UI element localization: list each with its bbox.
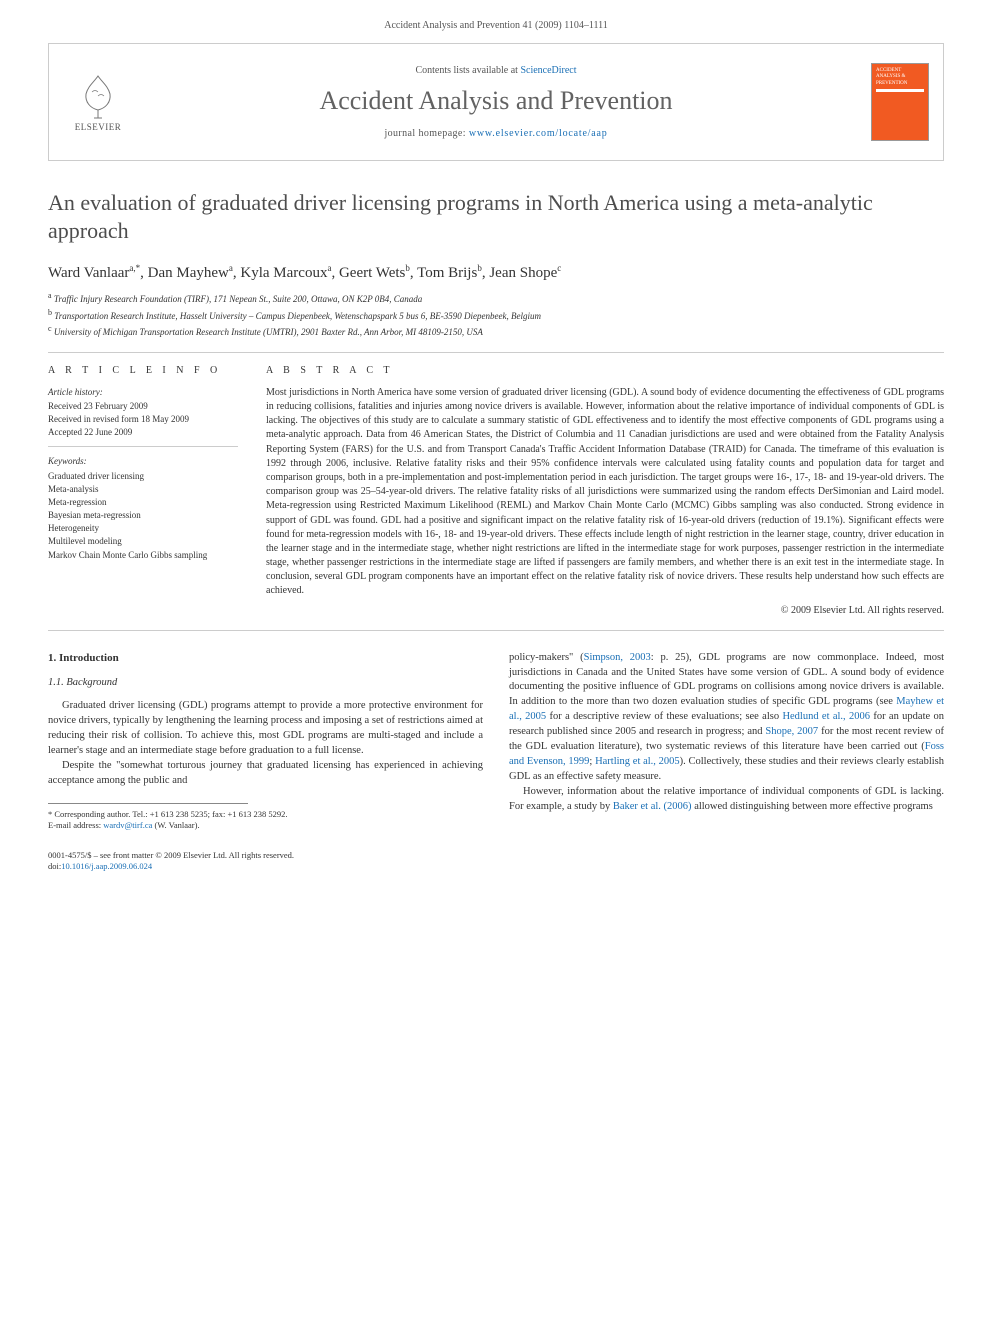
keywords-block: Keywords: Graduated driver licensingMeta…: [48, 455, 238, 561]
author-name: Geert Wets: [339, 265, 405, 281]
article-history-block: Article history: Received 23 February 20…: [48, 386, 238, 447]
doi-label: doi:: [48, 861, 61, 871]
author-affil-marker: a: [229, 263, 233, 273]
affiliations: a Traffic Injury Research Foundation (TI…: [48, 290, 944, 353]
article-info-column: A R T I C L E I N F O Article history: R…: [48, 365, 238, 616]
contents-pre: Contents lists available at: [415, 65, 520, 76]
author-affil-marker: b: [405, 263, 410, 273]
keyword-line: Markov Chain Monte Carlo Gibbs sampling: [48, 549, 238, 562]
keyword-line: Heterogeneity: [48, 522, 238, 535]
history-line: Received in revised form 18 May 2009: [48, 413, 238, 426]
author-name: Tom Brijs: [417, 265, 477, 281]
citation-link[interactable]: Simpson, 2003: [584, 652, 651, 663]
body-paragraph: However, information about the relative …: [509, 785, 944, 815]
body-paragraph: policy-makers" (Simpson, 2003: p. 25), G…: [509, 651, 944, 785]
keyword-line: Bayesian meta-regression: [48, 509, 238, 522]
journal-header-box: ELSEVIER Contents lists available at Sci…: [48, 43, 944, 161]
email-label: E-mail address:: [48, 820, 103, 830]
homepage-line: journal homepage: www.elsevier.com/locat…: [65, 128, 927, 139]
history-line: Accepted 22 June 2009: [48, 426, 238, 439]
cover-text: ACCIDENT ANALYSIS & PREVENTION: [876, 68, 924, 87]
body-columns: 1. Introduction 1.1. Background Graduate…: [48, 651, 944, 832]
contents-line: Contents lists available at ScienceDirec…: [65, 65, 927, 76]
doi-link[interactable]: 10.1016/j.aap.2009.06.024: [61, 861, 152, 871]
author-affil-marker: a: [327, 263, 331, 273]
abstract-heading: A B S T R A C T: [266, 365, 944, 376]
affiliation-line: c University of Michigan Transportation …: [48, 323, 944, 340]
text-run: policy-makers" (: [509, 652, 584, 663]
history-label: Article history:: [48, 386, 238, 399]
author-name: Jean Shope: [489, 265, 557, 281]
journal-cover-thumb: ACCIDENT ANALYSIS & PREVENTION: [871, 63, 929, 141]
corr-author-line: * Corresponding author. Tel.: +1 613 238…: [48, 809, 483, 820]
citation-link[interactable]: Hedlund et al., 2006: [782, 711, 870, 722]
affiliation-line: b Transportation Research Institute, Has…: [48, 307, 944, 324]
text-run: allowed distinguishing between more effe…: [692, 801, 933, 812]
author-name: Kyla Marcoux: [240, 265, 327, 281]
authors-line: Ward Vanlaara,*, Dan Mayhewa, Kyla Marco…: [48, 263, 944, 282]
keyword-line: Graduated driver licensing: [48, 470, 238, 483]
author-affil-marker: b: [477, 263, 482, 273]
front-matter-line: 0001-4575/$ – see front matter © 2009 El…: [48, 850, 944, 862]
article-info-heading: A R T I C L E I N F O: [48, 365, 238, 376]
publisher-label: ELSEVIER: [63, 122, 133, 132]
section-1-heading: 1. Introduction: [48, 651, 483, 667]
elsevier-tree-icon: [76, 72, 120, 120]
keywords-label: Keywords:: [48, 455, 238, 468]
elsevier-logo: ELSEVIER: [63, 72, 133, 132]
footnote-separator: [48, 803, 248, 804]
page-header: Accident Analysis and Prevention 41 (200…: [48, 20, 944, 31]
email-suffix: (W. Vanlaar).: [152, 820, 199, 830]
affiliation-line: a Traffic Injury Research Foundation (TI…: [48, 290, 944, 307]
keyword-line: Meta-regression: [48, 496, 238, 509]
citation-link[interactable]: Shope, 2007: [765, 726, 818, 737]
abstract-text: Most jurisdictions in North America have…: [266, 386, 944, 599]
article-title: An evaluation of graduated driver licens…: [48, 189, 944, 245]
abstract-copyright: © 2009 Elsevier Ltd. All rights reserved…: [266, 605, 944, 616]
section-1-1-heading: 1.1. Background: [48, 676, 483, 691]
body-paragraph: Graduated driver licensing (GDL) program…: [48, 699, 483, 759]
homepage-pre: journal homepage:: [384, 128, 468, 139]
keyword-line: Multilevel modeling: [48, 535, 238, 548]
text-run: for a descriptive review of these evalua…: [546, 711, 782, 722]
keyword-line: Meta-analysis: [48, 483, 238, 496]
citation-link[interactable]: Hartling et al., 2005: [595, 756, 680, 767]
corresponding-author-footnote: * Corresponding author. Tel.: +1 613 238…: [48, 809, 483, 832]
homepage-link[interactable]: www.elsevier.com/locate/aap: [469, 128, 608, 139]
journal-name: Accident Analysis and Prevention: [65, 86, 927, 116]
author-name: Dan Mayhew: [148, 265, 229, 281]
citation-link[interactable]: Baker et al. (2006): [613, 801, 692, 812]
author-affil-marker: a,*: [129, 263, 140, 273]
author-name: Ward Vanlaar: [48, 265, 129, 281]
body-paragraph: Despite the "somewhat torturous journey …: [48, 759, 483, 789]
sciencedirect-link[interactable]: ScienceDirect: [520, 65, 576, 76]
author-affil-marker: c: [557, 263, 561, 273]
abstract-column: A B S T R A C T Most jurisdictions in No…: [266, 365, 944, 616]
history-line: Received 23 February 2009: [48, 400, 238, 413]
page-footer: 0001-4575/$ – see front matter © 2009 El…: [48, 850, 944, 874]
email-link[interactable]: wardv@tirf.ca: [103, 820, 152, 830]
